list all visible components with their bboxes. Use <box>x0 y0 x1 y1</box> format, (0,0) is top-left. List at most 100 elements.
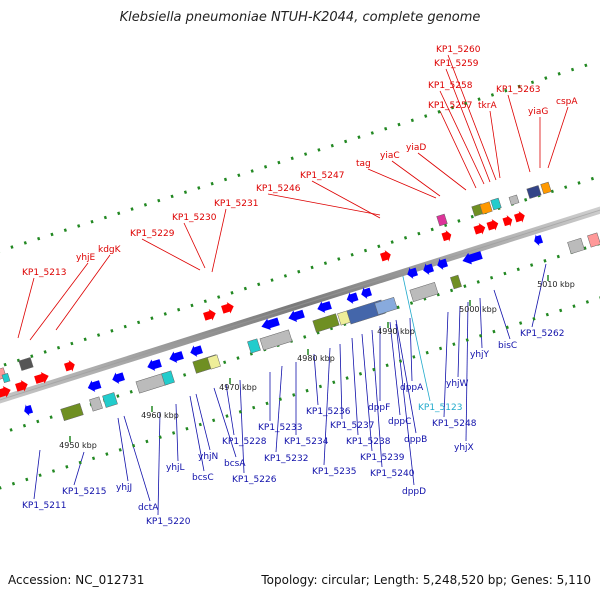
reverse-leader-line <box>123 415 151 502</box>
accession-text: Accession: NC_012731 <box>8 573 145 587</box>
forward-gene-label: KP1_5213 <box>22 268 66 278</box>
reverse-gene-arrow <box>169 351 184 363</box>
feature-block <box>247 338 261 354</box>
track-dot <box>452 342 456 347</box>
scale-tick-label: 4960 kbp <box>141 411 179 420</box>
reverse-gene-label: KP1_5215 <box>62 487 106 497</box>
track-dot <box>463 284 467 288</box>
reverse-leader-line <box>195 393 211 451</box>
track-dot <box>490 93 495 97</box>
track-dot <box>303 335 307 339</box>
forward-gene-label: KP1_5258 <box>428 81 473 91</box>
forward-gene-label: yhjE <box>76 253 96 263</box>
track-dot <box>38 473 42 478</box>
forward-gene-arrow <box>64 360 75 372</box>
reverse-leader-line <box>493 289 511 340</box>
reverse-leader-line <box>323 347 331 466</box>
reverse-gene-label: yhjJ <box>116 483 132 493</box>
reverse-gene-arrow <box>190 345 203 357</box>
track-dot <box>397 122 401 127</box>
forward-gene-label: yiaD <box>406 143 426 153</box>
track-dot <box>505 325 509 330</box>
forward-gene-label: KP1_5230 <box>172 213 217 223</box>
reverse-gene-arrow <box>407 267 418 279</box>
track-dot <box>530 80 535 85</box>
track-dot <box>223 360 227 365</box>
reverse-leader-line <box>395 319 417 434</box>
forward-gene-label: KP1_5246 <box>256 184 301 194</box>
reverse-gene-label: bisC <box>498 341 517 351</box>
track-dot <box>23 241 27 245</box>
track-dot <box>170 194 174 199</box>
reverse-gene-arrow <box>112 372 125 384</box>
reverse-gene-label: KP1_5211 <box>22 501 66 511</box>
reverse-leader-line <box>117 417 129 482</box>
reverse-gene-label: KP1_5234 <box>284 437 329 447</box>
forward-leader-line <box>29 262 89 341</box>
forward-gene-arrow <box>15 380 28 392</box>
track-dot <box>584 63 588 68</box>
backbone-highlight <box>0 209 600 401</box>
track-dot <box>277 160 281 165</box>
track-dot <box>11 481 16 486</box>
track-dot <box>197 186 201 190</box>
track-dot <box>590 176 594 181</box>
reverse-gene-label: yhjY <box>470 350 490 360</box>
track-dot <box>457 219 461 223</box>
track-dot <box>377 244 381 249</box>
track-dot <box>384 126 388 131</box>
forward-leader-line <box>391 160 441 197</box>
forward-gene-label: tag <box>356 159 371 169</box>
reverse-gene-label: yhjN <box>198 452 218 462</box>
feature-block <box>450 274 462 290</box>
track-dot <box>145 439 149 444</box>
track-dot <box>252 405 256 410</box>
track-dot <box>292 393 296 397</box>
reverse-gene-label: dppB <box>404 435 427 445</box>
track-dot <box>243 286 247 291</box>
track-dot <box>504 88 508 93</box>
reverse-gene-label: dppA <box>400 383 424 393</box>
track-dot <box>198 422 202 427</box>
reverse-leader-line <box>351 337 359 436</box>
track-dot <box>449 288 454 293</box>
track-dot <box>532 317 536 321</box>
track-dot <box>265 401 269 406</box>
track-dot <box>476 280 480 284</box>
reverse-gene-arrow <box>261 317 280 331</box>
forward-gene-arrow <box>473 223 486 235</box>
track-dot <box>557 72 561 76</box>
track-dot <box>50 232 54 237</box>
reverse-gene-label: KP1_5235 <box>312 467 356 477</box>
reverse-leader-line <box>157 411 161 516</box>
track-dot <box>223 177 228 182</box>
reverse-leader-line <box>389 321 401 416</box>
track-dot <box>230 291 234 295</box>
forward-gene-label: KP1_5229 <box>130 229 175 239</box>
track-dot <box>305 388 309 393</box>
track-dot <box>477 97 481 101</box>
track-dot <box>572 304 576 308</box>
forward-gene-arrow <box>441 230 452 242</box>
forward-gene-label: kdgK <box>98 245 122 255</box>
reverse-leader-line <box>189 395 205 472</box>
track-dot <box>183 373 187 377</box>
track-dot <box>30 354 34 358</box>
track-dot <box>63 228 67 232</box>
forward-leader-line <box>17 277 35 339</box>
feature-block <box>312 313 340 333</box>
track-dot <box>465 338 469 342</box>
track-dot <box>372 367 376 372</box>
track-dot <box>517 84 521 89</box>
forward-leader-line <box>417 152 467 191</box>
feature-block <box>1 372 11 384</box>
reverse-gene-label: KP1_5240 <box>370 469 415 479</box>
track-dot <box>185 426 189 431</box>
feature-block <box>526 185 542 199</box>
track-dot <box>123 324 127 329</box>
track-dot <box>424 114 428 118</box>
track-dot <box>323 261 328 266</box>
forward-gene-label: cspA <box>556 97 578 107</box>
forward-leader-line <box>55 254 111 331</box>
